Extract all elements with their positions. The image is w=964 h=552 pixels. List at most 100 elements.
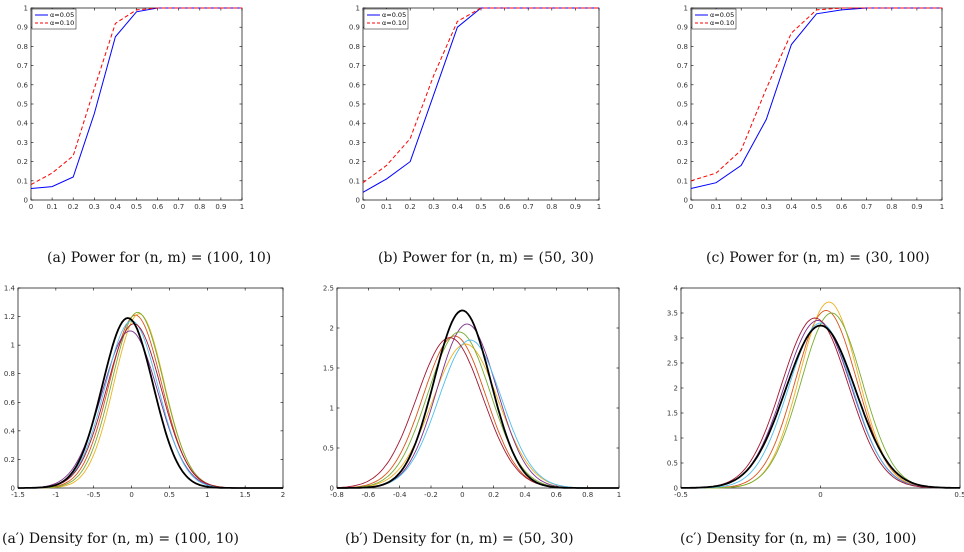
plot-area [336,287,620,489]
y-tick-label: 1 [24,5,28,13]
x-tick-label: 0.3 [89,203,100,211]
y-tick-label: 0.5 [667,460,678,468]
y-tick-label: 2.5 [667,360,678,368]
x-tick-label: 0.3 [428,203,439,211]
y-tick-label: 0.5 [323,445,334,453]
plot-area [690,7,943,201]
y-tick-label: 0.5 [677,101,688,109]
y-tick-label: 0.2 [17,158,28,166]
plot-area [30,7,243,201]
x-tick-label: -1.5 [11,491,25,499]
y-tick-label: 0.7 [677,62,688,70]
x-tick-label: 0.2 [405,203,416,211]
y-tick-label: 1 [674,435,678,443]
y-tick-label: 2.5 [323,285,334,293]
x-tick-label: 1 [597,203,601,211]
x-tick-label: 1 [240,203,244,211]
legend-box [31,8,77,30]
x-tick-label: 0.5 [475,203,486,211]
y-tick-label: 1.2 [4,313,15,321]
y-tick-label: 0.7 [349,62,360,70]
y-tick-label: 1 [684,5,688,13]
plot-area [680,287,961,489]
series-line-1 [690,7,942,182]
x-tick-label: 1 [617,491,621,499]
y-tick-label: 1 [11,342,15,350]
y-tick-label: 0.1 [349,177,360,185]
x-tick-label: 0.4 [786,203,798,211]
y-tick-label: 0.8 [349,43,360,51]
x-tick-label: -0.2 [424,491,438,499]
x-tick-label: 0.1 [47,203,58,211]
y-tick-label: 0.3 [349,139,360,147]
x-tick-label: 0.8 [582,491,593,499]
x-tick-label: 1 [205,491,209,499]
y-tick-label: 0.2 [677,158,688,166]
x-tick-label: 0.6 [551,491,563,499]
x-tick-label: 0 [129,491,133,499]
caption-c: (c) Power for (n, m) = (30, 100) [706,250,930,266]
x-tick-label: 0.2 [488,491,499,499]
x-tick-label: 0.6 [836,203,848,211]
y-tick-label: 0.5 [17,101,28,109]
density-curve-0 [18,317,283,489]
y-tick-label: 0.4 [4,427,16,435]
y-tick-label: 0 [356,197,360,205]
y-tick-label: 0.6 [349,81,361,89]
x-tick-label: 0.5 [811,203,822,211]
chart-panel-4: -0.8 -0.6 -0.4 -0.2 0 0.2 0.4 0.6 0.8 1 0 0.5 1 1.5 2 2… [323,285,621,500]
y-tick-label: 2 [674,385,678,393]
x-tick-label: 2 [281,491,285,499]
x-tick-label: -0.6 [361,491,375,499]
y-tick-label: 0.6 [17,81,29,89]
x-tick-label: 0.3 [761,203,772,211]
series-line-1 [30,7,242,186]
series-line-0 [362,7,599,193]
y-tick-label: 0.1 [17,177,28,185]
y-tick-label: 0.3 [17,139,28,147]
x-tick-label: 0.6 [499,203,511,211]
x-tick-label: -0.8 [330,491,344,499]
caption-c-prime: (c′) Density for (n, m) = (30, 100) [680,531,917,547]
y-tick-label: 0.8 [4,370,15,378]
x-tick-label: 0.4 [110,203,122,211]
legend-label-0: α=0.05 [382,11,406,19]
y-tick-label: 0.4 [349,120,361,128]
x-tick-label: -0.4 [393,491,407,499]
x-tick-label: 1 [940,203,944,211]
y-tick-label: 0.5 [349,101,360,109]
x-tick-label: 0.8 [194,203,205,211]
x-tick-label: 0.7 [523,203,534,211]
y-tick-label: 0.1 [677,177,688,185]
x-tick-label: -1 [52,491,59,499]
density-curve-0 [681,324,960,489]
x-tick-label: 0.2 [736,203,747,211]
y-tick-label: 3.5 [667,310,678,318]
legend: α=0.05α=0.10 [363,8,409,30]
x-tick-label: 0 [361,203,365,211]
x-tick-label: 0.7 [173,203,184,211]
series-line-1 [362,7,599,184]
y-tick-label: 0.7 [17,62,28,70]
chart-panel-0: 0 0.1 0.2 0.3 0.4 0.5 0.6 0.7 0.8 0.9 1 0 0.1 0.2 0.3 0… [17,5,244,212]
y-tick-label: 0.8 [677,43,688,51]
x-tick-label: 0.6 [152,203,164,211]
y-tick-label: 0.2 [349,158,360,166]
x-tick-label: 0.5 [131,203,142,211]
y-tick-label: 0 [684,197,688,205]
y-tick-label: 1 [356,5,360,13]
x-tick-label: 0.2 [68,203,79,211]
legend-label-0: α=0.05 [50,11,74,19]
x-tick-label: 0.9 [215,203,226,211]
chart-panel-3: -1.5 -1 -0.5 0 0.5 1 1.5 2 0 0.2 0.4 0.6 0.8 1 1.2 1.4 [4,285,285,500]
x-tick-label: 0.7 [861,203,872,211]
y-tick-label: 0 [330,485,334,493]
y-tick-label: 0.3 [677,139,688,147]
x-tick-label: 0.9 [911,203,922,211]
chart-panel-2: 0 0.1 0.2 0.3 0.4 0.5 0.6 0.7 0.8 0.9 1 0 0.1 0.2 0.3 0… [677,5,944,212]
y-tick-label: 0.9 [349,24,360,32]
caption-b-prime: (b′) Density for (n, m) = (50, 30) [345,531,574,547]
x-tick-label: 0 [460,491,464,499]
x-tick-label: 0.8 [546,203,557,211]
